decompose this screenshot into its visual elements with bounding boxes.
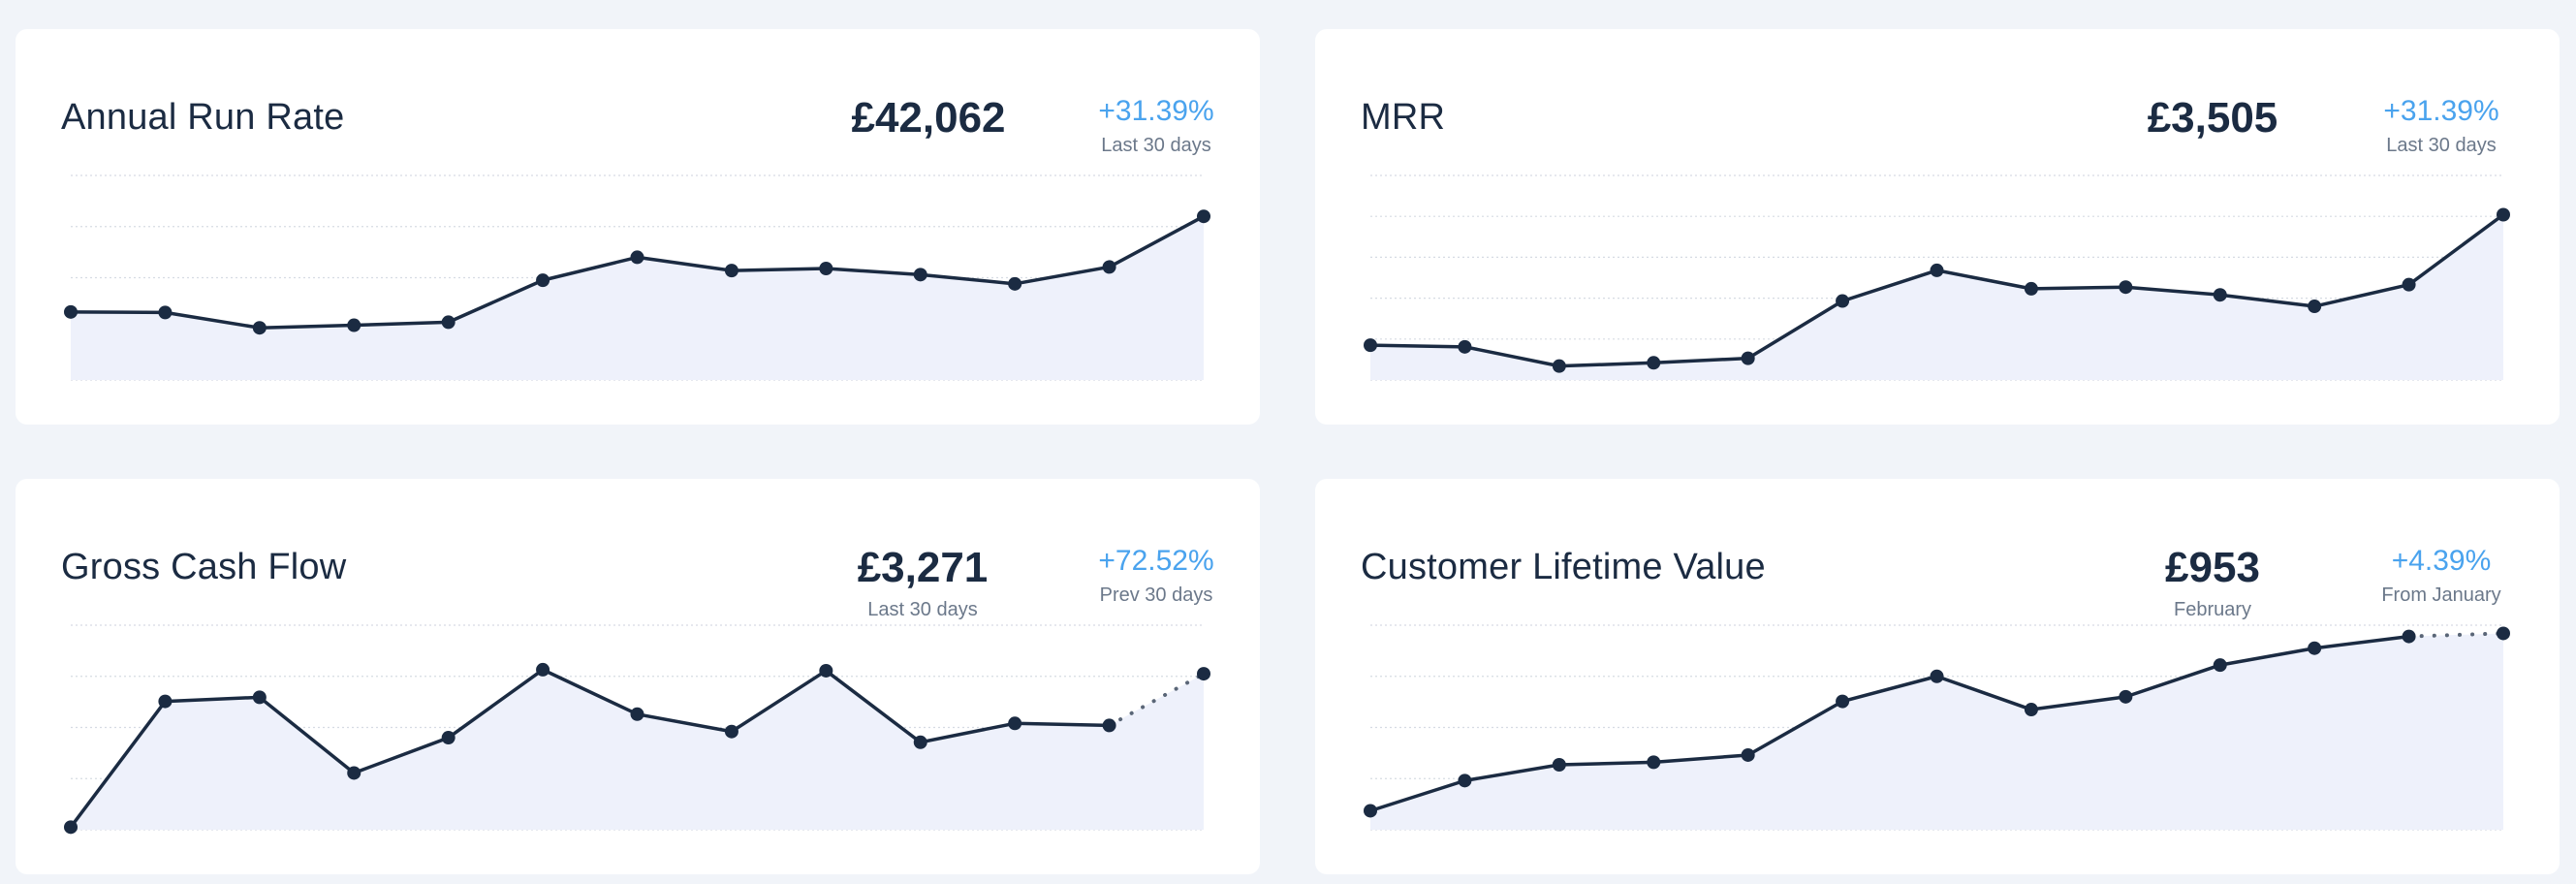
data-point [536,273,550,288]
data-point [252,321,267,335]
data-point [2402,629,2416,644]
data-point [630,707,644,721]
data-point [724,264,738,278]
data-point [1836,294,1850,308]
stat-value: £42,062 [851,94,1006,142]
data-point [1647,755,1661,770]
card-title: Customer Lifetime Value [1361,547,1766,587]
card-title: MRR [1361,97,1446,138]
data-point [2024,281,2038,296]
stat-change: +31.39% [2383,95,2499,127]
area-fill [71,669,1204,830]
data-point [1197,667,1210,681]
data-point [1458,339,1472,354]
stat-change-block: +31.39% Last 30 days [2335,95,2548,157]
area-fill [1370,214,2503,380]
stat-change-period: Last 30 days [2386,135,2497,156]
data-point [630,250,644,265]
data-point [1197,209,1210,224]
data-point [724,724,738,739]
data-point [2119,689,2133,704]
data-point [1008,716,1022,731]
data-point [2497,626,2510,641]
line-chart-annual-run-rate [64,174,1210,381]
data-point [64,304,78,319]
stat-change-block: +4.39% From January [2335,545,2548,607]
card-customer-lifetime-value: Customer Lifetime Value £953 February +4… [1315,479,2560,874]
data-point [1647,356,1661,370]
data-point [1930,669,1944,683]
stat-change-period: Last 30 days [1101,135,1211,156]
data-point [1458,774,1472,788]
data-point [1102,718,1116,733]
data-point [2308,641,2322,655]
data-point [913,735,927,749]
data-point [2024,703,2038,717]
card-gross-cash-flow: Gross Cash Flow £3,271 Last 30 days +72.… [16,479,1260,874]
series-line-projection [1107,672,1206,728]
data-point [1836,694,1850,709]
data-point [347,766,361,780]
data-point [1008,276,1022,291]
stat-value: £3,505 [2147,94,2278,142]
stat-value-block: £953 February [2106,544,2319,621]
data-point [441,315,456,330]
data-point [2308,300,2322,314]
data-point [158,694,173,709]
stat-change-period: From January [2381,584,2501,606]
card-title: Gross Cash Flow [61,547,347,587]
data-point [2213,288,2227,302]
data-point [347,318,361,332]
stat-change-block: +72.52% Prev 30 days [1050,545,1263,607]
data-point [1364,804,1377,818]
data-point [1102,260,1116,274]
stat-change-period: Prev 30 days [1099,584,1213,606]
line-chart-gross-cash-flow [64,624,1210,835]
data-point [913,268,927,282]
data-point [2213,658,2227,673]
data-point [1741,351,1755,365]
stat-value-block: £3,271 Last 30 days [816,544,1029,621]
line-chart-mrr [1364,174,2510,381]
card-annual-run-rate: Annual Run Rate £42,062 +31.39% Last 30 … [16,29,1260,425]
data-point [158,305,173,320]
data-point [536,662,550,677]
stat-value-period: February [2173,599,2252,621]
series-line [69,668,1112,830]
data-point [252,690,267,705]
data-point [2119,280,2133,295]
data-point [64,820,78,835]
data-point [1741,747,1755,762]
stat-change: +31.39% [1098,95,1214,127]
stat-value: £953 [2165,544,2260,591]
line-chart-customer-lifetime-value [1364,624,2510,831]
data-point [2402,277,2416,292]
stat-change: +4.39% [2391,545,2492,577]
stat-value-block: £42,062 [822,94,1035,142]
stat-value-block: £3,505 [2106,94,2319,142]
data-point [1552,359,1566,373]
stat-value: £3,271 [857,544,989,591]
data-point [819,663,833,678]
area-fill [71,216,1204,380]
data-point [2497,207,2510,222]
series-line [1368,634,2411,813]
data-point [1364,338,1377,353]
stat-change: +72.52% [1098,545,1214,577]
data-point [441,731,456,745]
data-point [1930,263,1944,277]
card-title: Annual Run Rate [61,97,345,138]
data-point [819,262,833,276]
area-fill [1370,633,2503,830]
data-point [1552,758,1566,773]
stat-value-period: Last 30 days [867,599,978,621]
card-mrr: MRR £3,505 +31.39% Last 30 days [1315,29,2560,425]
stat-change-block: +31.39% Last 30 days [1050,95,1263,157]
